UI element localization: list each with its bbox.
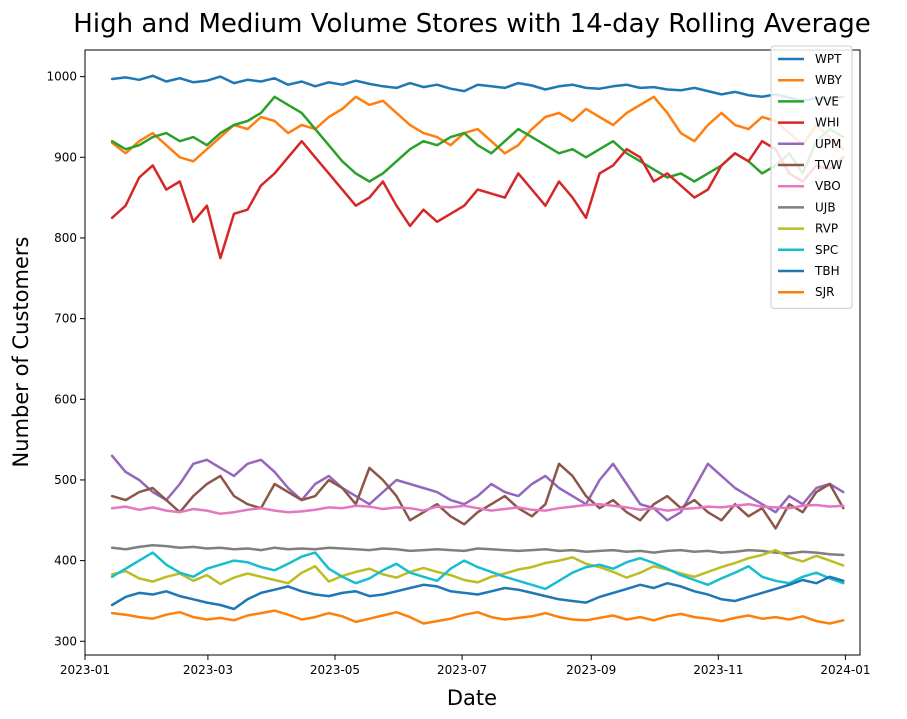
x-tick-label: 2023-05 <box>310 663 360 677</box>
legend-label: WHI <box>815 116 839 130</box>
y-axis-label: Number of Customers <box>9 237 33 468</box>
legend-label: TBH <box>814 264 840 278</box>
series-line-tvw <box>110 462 845 530</box>
legend-label: UPM <box>815 137 841 151</box>
y-tick-label: 500 <box>54 473 77 487</box>
y-tick-label: 1000 <box>46 70 77 84</box>
chart-title: High and Medium Volume Stores with 14-da… <box>73 9 870 39</box>
x-tick-label: 2023-03 <box>183 663 233 677</box>
series-line-rvp <box>110 548 845 586</box>
y-tick-label: 900 <box>54 150 77 164</box>
series-line-spc <box>110 551 845 591</box>
legend-label: SJR <box>815 285 835 299</box>
series-line-sjr <box>110 609 845 625</box>
legend: WPT WBY VVE WHI UPM TVW VBO UJB RVP SPC TBH SJR <box>770 45 853 309</box>
legend-label: VBO <box>815 179 841 193</box>
plot-area <box>110 74 845 625</box>
y-tick-label: 700 <box>54 312 77 326</box>
y-tick-label: 600 <box>54 392 77 406</box>
series-line-vve <box>110 95 845 183</box>
legend-label: SPC <box>815 243 838 257</box>
x-axis: 2023-01 2023-03 2023-05 2023-07 2023-09 2023-… <box>60 655 870 677</box>
x-tick-label: 2023-01 <box>60 663 110 677</box>
y-tick-label: 400 <box>54 554 77 568</box>
legend-label: RVP <box>815 222 838 236</box>
legend-label: TVW <box>814 158 843 172</box>
series-line-whi <box>110 139 845 260</box>
y-tick-label: 800 <box>54 231 77 245</box>
y-axis: 300 400 500 600 700 800 900 1000 <box>46 70 85 648</box>
series-line-upm <box>110 454 845 522</box>
legend-label: WPT <box>815 52 842 66</box>
legend-label: UJB <box>815 200 836 214</box>
series-line-tbh <box>110 575 845 611</box>
x-axis-label: Date <box>447 686 497 710</box>
series-line-ujb <box>110 544 845 557</box>
x-tick-label: 2024-01 <box>820 663 870 677</box>
y-tick-label: 300 <box>54 634 77 648</box>
x-tick-label: 2023-07 <box>437 663 487 677</box>
plot-frame <box>84 49 861 656</box>
legend-label: VVE <box>815 94 839 108</box>
x-tick-label: 2023-11 <box>693 663 743 677</box>
series-line-vbo <box>110 502 845 516</box>
series-line-wpt <box>110 74 845 103</box>
legend-label: WBY <box>815 73 842 87</box>
x-tick-label: 2023-09 <box>566 663 616 677</box>
legend-box <box>770 45 853 309</box>
series-line-wby <box>110 95 845 163</box>
